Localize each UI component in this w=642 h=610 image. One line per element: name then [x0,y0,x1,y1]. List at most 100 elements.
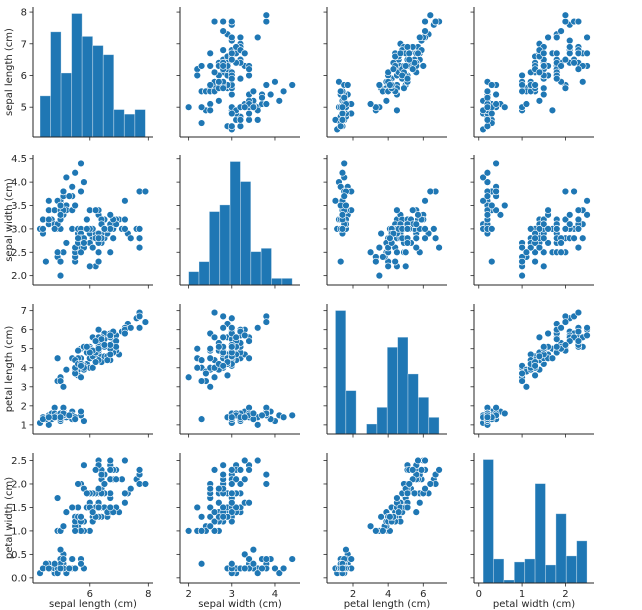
x-tick-label: 4 [272,589,278,600]
scatter-point [561,84,570,92]
scatter-point [262,81,271,89]
x-axis-label: petal width (cm) [493,599,575,610]
histogram-bar [198,261,210,286]
scatter-point [393,248,401,256]
scatter-point [65,411,73,420]
x-tick-label: 2 [185,589,191,600]
scatter-point [488,257,496,266]
y-tick-label: 4.0 [11,178,27,189]
scatter-point [94,325,103,334]
scatter-point [59,383,68,391]
scatter-point [535,225,544,233]
scatter-point [258,411,266,420]
scatter-point [553,74,561,83]
scatter-point [419,62,427,70]
scatter-point [83,225,91,233]
scatter-point [426,11,435,19]
subplot-0-3 [470,7,594,141]
scatter-point [271,564,279,573]
scatter-point [483,103,492,111]
y-axis-label: petal width (cm) [4,477,15,559]
scatter-point [544,33,552,42]
y-tick-label: 2.0 [11,271,27,282]
subplot-2-2 [323,304,447,438]
x-tick-label: 6 [87,589,93,600]
subplot-0-1 [176,7,300,141]
scatter-point [405,49,413,57]
scatter-point [193,71,201,80]
histogram-bar [366,423,378,435]
scatter-point [338,225,347,233]
scatter-point [206,106,214,115]
scatter-point [412,234,420,242]
scatter-point [91,206,100,214]
scatter-point [574,206,583,214]
histogram-bar [386,346,399,435]
scatter-point [249,103,258,111]
scatter-point [94,503,103,512]
scatter-point [338,564,347,573]
scatter-point [56,211,65,219]
scatter-point [135,312,144,321]
scatter-point [488,225,496,233]
scatter-point [421,17,429,26]
scatter-point [344,81,352,89]
scatter-point [206,503,214,512]
y-tick-label: 6 [21,325,27,336]
subplot-3-0: 0.0 0.5 1.0 1.5 2.0 2.5 6 8 [11,453,153,600]
scatter-point [531,234,539,242]
scatter-point [77,560,85,568]
scatter-point [245,109,253,118]
subplot-3-1: 2 3 4 [176,453,300,600]
scatter-point [100,225,109,233]
scatter-point [566,49,574,57]
scatter-point [540,234,548,242]
scatter-point [253,569,262,577]
subplot-3-3: 0 1 2 [470,453,594,600]
scatter-point [106,503,114,512]
scatter-point [53,494,62,502]
scatter-point [253,456,262,465]
scatter-point [391,257,399,266]
scatter-point [219,17,227,26]
histogram-bar [335,310,347,435]
histogram-bar [376,406,388,435]
scatter-point [488,109,496,118]
scatter-point [561,215,570,224]
scatter-point [421,484,429,493]
scatter-point [197,356,206,364]
scatter-point [56,271,65,280]
scatter-point [80,239,88,247]
scatter-point [338,116,347,124]
scatter-point [338,109,347,118]
scatter-point [431,17,440,26]
scatter-point [483,93,492,102]
scatter-point [483,169,492,177]
scatter-point [426,187,435,196]
scatter-point [228,499,236,507]
scatter-point [106,248,114,256]
scatter-point [71,527,79,535]
scatter-point [193,364,201,372]
y-tick-label: 7 [21,39,27,50]
scatter-point [262,555,271,563]
scatter-point [184,373,193,381]
scatter-point [245,337,253,345]
scatter-point [375,81,384,89]
scatter-point [236,480,245,488]
scatter-point [241,103,249,111]
scatter-point [106,350,114,359]
scatter-point [561,55,570,64]
scatter-point [77,159,85,168]
scatter-point [492,206,500,214]
scatter-point [522,100,531,108]
scatter-point [219,84,227,92]
scatter-point [561,318,570,326]
y-tick-label: 2.5 [11,248,27,259]
histogram-bar [428,416,440,435]
scatter-point [492,159,500,168]
scatter-point [393,206,401,214]
scatter-point [210,17,219,26]
scatter-point [583,331,591,340]
scatter-point [210,308,219,317]
